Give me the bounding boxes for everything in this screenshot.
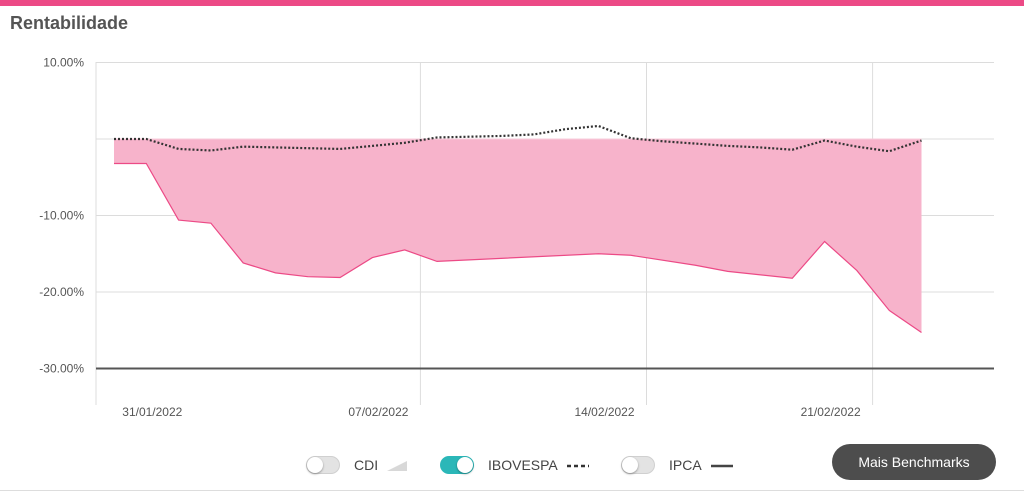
x-tick-label: 31/01/2022 bbox=[122, 405, 182, 419]
area-icon bbox=[387, 461, 408, 471]
bottom-divider bbox=[0, 490, 1024, 491]
ipca-toggle[interactable] bbox=[621, 456, 655, 474]
toggle-knob bbox=[622, 457, 638, 473]
performance-chart: 10.00% -10.00% -20.00% -30.00% 31/01/2022 07/… bbox=[39, 56, 994, 420]
x-tick-label: 07/02/2022 bbox=[348, 405, 408, 419]
cdi-toggle[interactable] bbox=[306, 456, 340, 474]
cdi-label: CDI bbox=[354, 457, 379, 473]
ibovespa-label: IBOVESPA bbox=[488, 457, 558, 473]
y-tick-label: -20.00% bbox=[39, 285, 84, 299]
tick-labels: 10.00% -10.00% -20.00% -30.00% 31/01/2022 07/… bbox=[39, 56, 861, 420]
page-title: Rentabilidade bbox=[10, 13, 129, 33]
top-accent-bar bbox=[0, 0, 1024, 6]
legend-ipca[interactable]: IPCA bbox=[621, 452, 734, 478]
x-tick-label: 21/02/2022 bbox=[801, 405, 861, 419]
ibovespa-toggle[interactable] bbox=[440, 456, 474, 474]
dashed-line-icon bbox=[566, 464, 589, 468]
fund-area-layer bbox=[114, 138, 922, 334]
more-benchmarks-button[interactable]: Mais Benchmarks bbox=[832, 444, 996, 480]
ibovespa-line bbox=[114, 124, 922, 153]
toggle-knob bbox=[307, 457, 323, 473]
ipca-label: IPCA bbox=[669, 457, 702, 473]
fund-line bbox=[114, 162, 922, 334]
legend-cdi[interactable]: CDI bbox=[306, 452, 408, 478]
benchmark-layer bbox=[114, 124, 922, 153]
solid-line-icon bbox=[710, 464, 733, 468]
x-tick-label: 14/02/2022 bbox=[574, 405, 634, 419]
y-tick-label: -30.00% bbox=[39, 362, 84, 376]
y-tick-label: -10.00% bbox=[39, 209, 84, 223]
fund-area bbox=[114, 139, 922, 333]
legend-ibovespa[interactable]: IBOVESPA bbox=[440, 452, 590, 478]
y-tick-label: 10.00% bbox=[43, 56, 84, 70]
toggle-knob bbox=[457, 457, 473, 473]
